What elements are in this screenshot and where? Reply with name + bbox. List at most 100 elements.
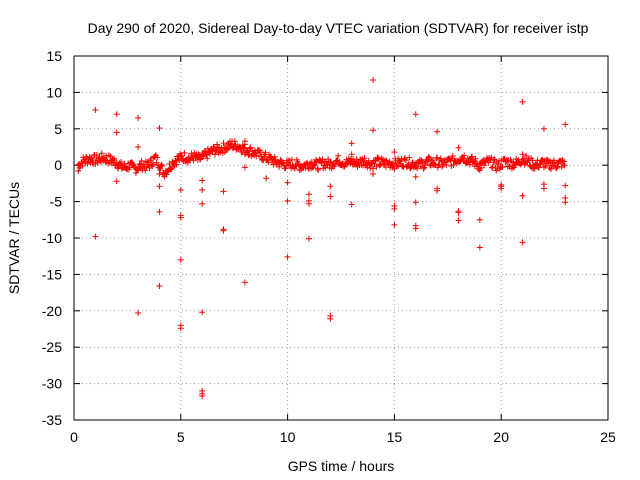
band-point bbox=[443, 161, 450, 168]
y-tick-label: -20 bbox=[42, 303, 62, 319]
band-point bbox=[204, 155, 211, 162]
band-point bbox=[98, 150, 105, 157]
outlier-point bbox=[135, 309, 142, 316]
band-point bbox=[291, 165, 298, 172]
band-point bbox=[312, 159, 319, 166]
band-point bbox=[406, 154, 413, 161]
band-point bbox=[325, 156, 332, 163]
outlier-point bbox=[305, 200, 312, 207]
band-point bbox=[262, 149, 269, 156]
outlier-point bbox=[370, 127, 377, 134]
outlier-point bbox=[241, 279, 248, 286]
band-point bbox=[491, 156, 498, 163]
band-point bbox=[420, 165, 427, 172]
band-point bbox=[370, 165, 377, 172]
outlier-point bbox=[177, 256, 184, 263]
band-point bbox=[78, 160, 85, 167]
band-point bbox=[495, 161, 502, 168]
band-point bbox=[85, 158, 92, 165]
x-tick-label: 25 bbox=[600, 429, 616, 445]
band-point bbox=[376, 162, 383, 169]
band-point bbox=[335, 152, 342, 159]
outlier-point bbox=[263, 175, 270, 182]
outlier-point bbox=[327, 183, 334, 190]
outlier-point bbox=[519, 192, 526, 199]
y-axis-label: SDTVAR / TECUs bbox=[6, 182, 22, 294]
outlier-point bbox=[156, 208, 163, 215]
outlier-point bbox=[199, 177, 206, 184]
outlier-point bbox=[284, 197, 291, 204]
band-point bbox=[310, 162, 317, 169]
band-point bbox=[428, 157, 435, 164]
outlier-point bbox=[391, 221, 398, 228]
outlier-point bbox=[455, 217, 462, 224]
outlier-point bbox=[434, 128, 441, 135]
band-point bbox=[296, 167, 303, 174]
band-point bbox=[361, 155, 368, 162]
band-point bbox=[202, 151, 209, 158]
band-point bbox=[129, 160, 136, 167]
band-point bbox=[437, 155, 444, 162]
outlier-point bbox=[284, 253, 291, 260]
band-point bbox=[158, 161, 165, 168]
band-point bbox=[425, 153, 432, 160]
band-point bbox=[164, 167, 171, 174]
band-point bbox=[276, 163, 283, 170]
outlier-point bbox=[540, 125, 547, 132]
y-tick-label: -10 bbox=[42, 230, 62, 246]
outlier-point bbox=[241, 164, 248, 171]
band-point bbox=[105, 152, 112, 159]
outlier-point bbox=[348, 140, 355, 147]
y-tick-label: -15 bbox=[42, 266, 62, 282]
band-point bbox=[173, 161, 180, 168]
outlier-point bbox=[177, 325, 184, 332]
band-point bbox=[449, 153, 456, 160]
band-point bbox=[79, 162, 86, 169]
outlier-point bbox=[92, 233, 99, 240]
outlier-point bbox=[241, 138, 248, 145]
band-point bbox=[271, 153, 278, 160]
band-point bbox=[401, 156, 408, 163]
band-point bbox=[270, 161, 277, 168]
band-point bbox=[117, 159, 124, 166]
outlier-point bbox=[412, 199, 419, 206]
band-point bbox=[461, 152, 468, 159]
outlier-point bbox=[562, 121, 569, 128]
band-point bbox=[357, 157, 364, 164]
band-point bbox=[181, 149, 188, 156]
band-point bbox=[107, 153, 114, 160]
outlier-point bbox=[220, 227, 227, 234]
outlier-point bbox=[370, 170, 377, 177]
x-tick-label: 10 bbox=[280, 429, 296, 445]
band-point bbox=[88, 155, 95, 162]
band-point bbox=[169, 158, 176, 165]
outlier-point bbox=[199, 309, 206, 316]
x-tick-label: 0 bbox=[70, 429, 78, 445]
y-tick-label: -25 bbox=[42, 339, 62, 355]
outlier-point bbox=[476, 216, 483, 223]
band-point bbox=[367, 165, 374, 172]
band-point bbox=[130, 163, 137, 170]
band-point bbox=[211, 151, 218, 158]
band-point bbox=[163, 171, 170, 178]
band-point bbox=[561, 162, 568, 169]
band-point bbox=[303, 159, 310, 166]
x-tick-label: 15 bbox=[387, 429, 403, 445]
band-point bbox=[154, 154, 161, 161]
outlier-point bbox=[135, 114, 142, 121]
band-point bbox=[472, 155, 479, 162]
band-point bbox=[210, 143, 217, 150]
band-point bbox=[560, 158, 567, 165]
axis-ticks: 0 5 10 15 20 25 15 10 5 0 -5 -10 -15 -20 -25 -30 -35 bbox=[42, 48, 616, 445]
band-point bbox=[558, 164, 565, 171]
data-points bbox=[75, 77, 569, 399]
band-point bbox=[283, 162, 290, 169]
band-point bbox=[554, 163, 561, 170]
band-point bbox=[261, 153, 268, 160]
band-point bbox=[157, 167, 164, 174]
band-point bbox=[531, 165, 538, 172]
grid-lines bbox=[74, 56, 608, 420]
band-point bbox=[134, 166, 141, 173]
y-tick-label: 15 bbox=[46, 48, 62, 64]
